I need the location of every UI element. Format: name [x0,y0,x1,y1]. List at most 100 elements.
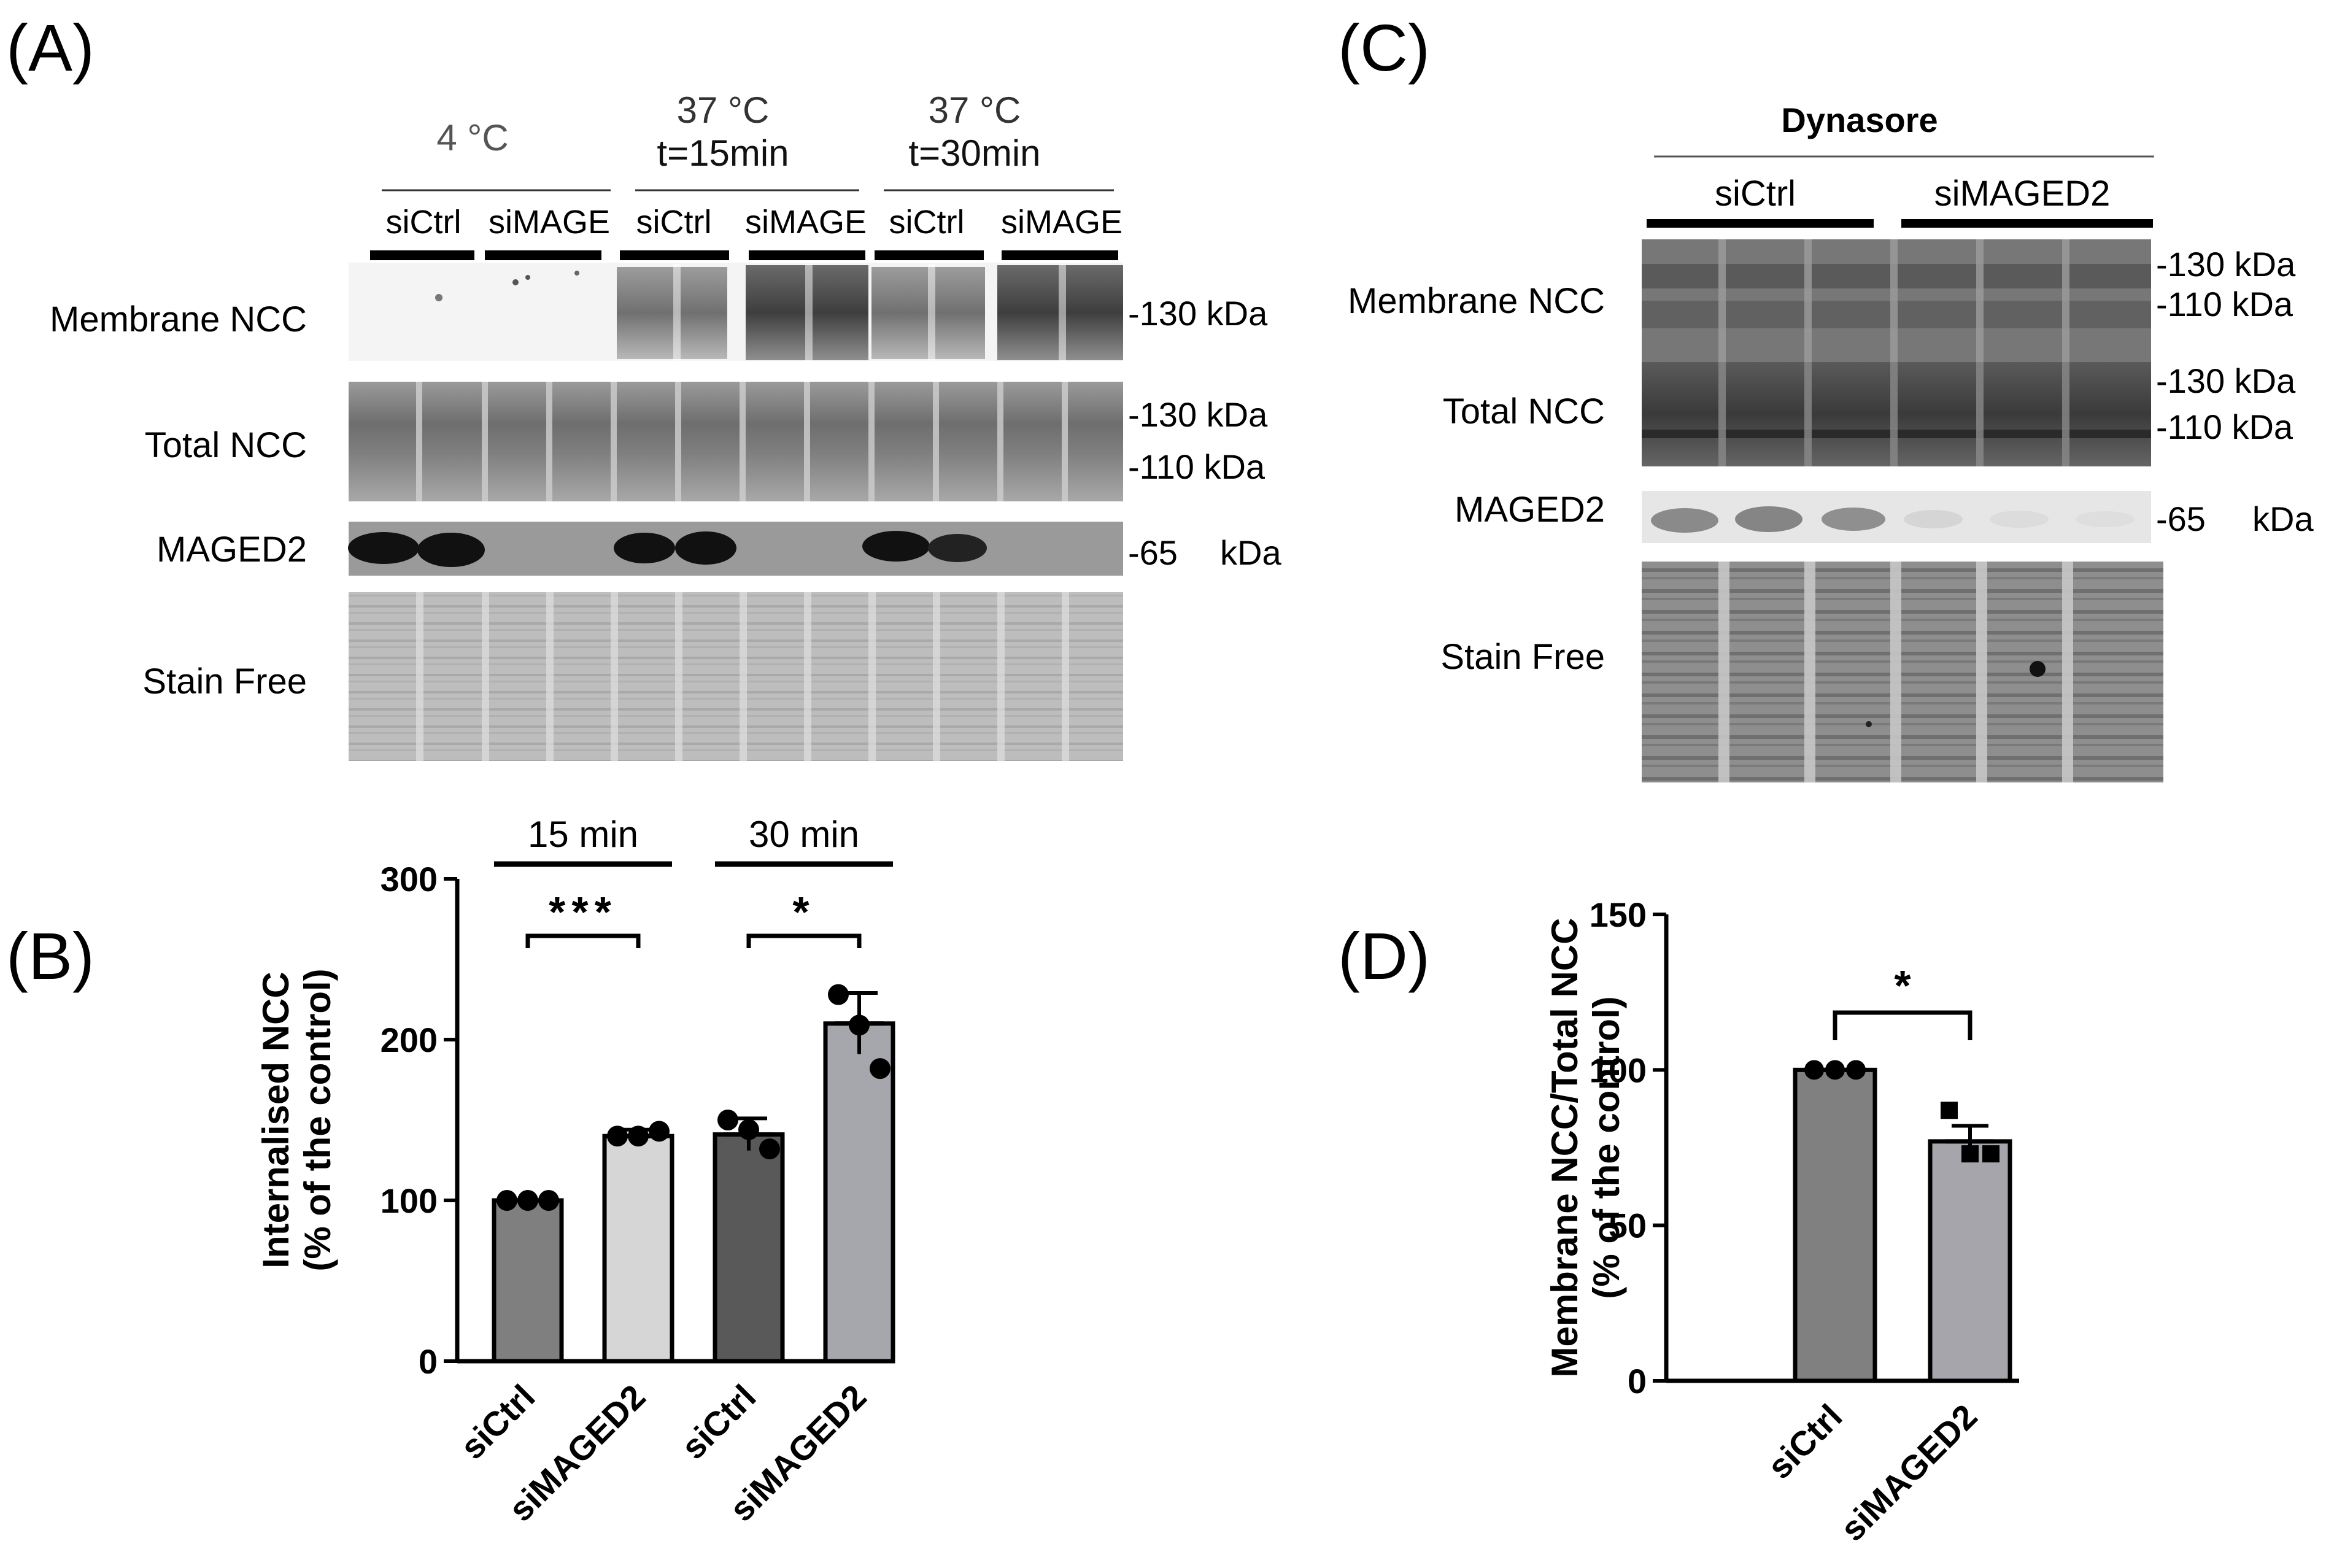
speck-c-2 [1866,721,1872,727]
blot-a-stainfree [349,592,1123,761]
lane-gaps-a-total [416,382,1068,501]
lane-label-a-1: siCtrl [386,204,462,241]
lane-label-c-2: siMAGED2 [1934,174,2111,214]
band-a-maged2-3 [614,533,675,563]
lane-label-a-3: siCtrl [636,204,712,241]
lane-bar-c-1 [1647,219,1874,228]
band-c-maged2-5 [1990,511,2049,528]
y-tick-label-b-3: 300 [381,860,438,898]
sig-label-b-2: * [792,888,815,936]
band-c-maged2-6 [2076,511,2135,527]
y-axis-label2-d: (% of the control) [1586,996,1627,1299]
lane-gaps-c-total [1718,362,2069,466]
data-point-d-1-3 [1846,1060,1866,1080]
marker-a-maged2-kda: kDa [1220,533,1281,572]
band-c-maged2-3 [1822,508,1885,531]
chart-d-points [1804,1060,2000,1163]
band-a-maged2-1 [348,532,419,564]
chart-d-bars [1793,1067,2012,1383]
group-label-b-2: 30 min [749,814,859,855]
data-point-d-2-1 [1941,1102,1958,1119]
speck-a-3 [525,275,530,280]
lane-label-c-1: siCtrl [1715,174,1796,214]
treatment-label: Dynasore [1781,101,1938,139]
chart-b-bars [492,991,895,1364]
lane-bar-c-2 [1901,219,2153,228]
marker-c-maged2-kda: kDa [2252,500,2314,538]
chart-b-annotations: 15 min *** 30 min * [494,814,893,948]
band-c-maged2-2 [1735,506,1802,532]
y-tick-label-d-2: 100 [1590,1051,1647,1089]
marker-c-total-130: -130 kDa [2156,361,2296,400]
lane-bar-a-2 [485,250,601,260]
marker-c-maged2-65: -65 [2156,500,2206,538]
blot-a-stainfree-bg [349,592,1123,761]
chart-b-points [496,984,891,1211]
blot-a-membrane-ncc [349,263,1123,361]
blot-c-stainfree [1642,562,2163,782]
chart-d-annotations: * [1833,962,1972,1040]
row-label-a-total: Total NCC [145,425,307,465]
bar-b-2 [602,1134,674,1364]
blot-c-total-ncc [1642,362,2151,466]
panel-c: (C) Dynasore siCtrl siMAGED2 Membrane NC… [1338,10,2314,782]
y-axis-label-d: Membrane NCC/Total NCC [1544,918,1585,1378]
blot-c-maged2 [1642,491,2151,543]
marker-c-total-110: -110 kDa [2156,407,2293,446]
panel-c-label: (C) [1338,10,1430,85]
lane-gap-a-mem-4 [1059,264,1066,361]
data-point-b-1-1 [496,1190,517,1211]
y-tick-label-b-0: 0 [419,1342,438,1381]
blot-a-total-ncc [349,382,1123,501]
speck-a-4 [574,271,579,276]
marker-a-mem-130: -130 kDa [1128,294,1268,333]
marker-a-total-130: -130 kDa [1128,395,1268,434]
panel-a-label: (A) [6,10,95,85]
lane-gap-a-mem-2 [805,264,813,361]
marker-a-maged2-65: -65 [1128,533,1178,572]
data-point-b-3-2 [738,1119,759,1140]
marker-a-total-110: -110 kDa [1128,447,1265,486]
panel-d-label: (D) [1338,919,1430,993]
panel-b-label: (B) [6,919,95,993]
data-point-b-2-3 [649,1121,670,1142]
lane-label-a-2: siMAGE [489,204,610,241]
y-axis-label-b: Internalised NCC [255,971,296,1268]
sig-bracket-d [1833,1010,1972,1040]
band-a-maged2-6 [928,534,987,562]
panel-b: (B) 0 100 200 300 Internalised NCC (% of the … [6,814,895,1529]
lane-gaps-c-membrane [1718,239,2069,377]
group-4c-temp: 4 °C [436,117,508,158]
bar-d-1 [1793,1067,1877,1383]
sig-label-b-1: *** [549,888,617,936]
lane-bar-a-5 [875,250,984,260]
band-c-maged2-4 [1904,510,1963,528]
data-point-d-1-1 [1804,1060,1824,1080]
y-tick-label-d-0: 0 [1628,1362,1647,1400]
row-label-c-stainfree: Stain Free [1440,637,1605,677]
blot-a-membrane-bg [349,263,1123,361]
lane-gap-a-mem-3 [928,264,935,361]
blot-c-maged2-bg [1642,491,2151,543]
chart-b-axes: 0 100 200 300 Internalised NCC (% of the cont… [255,860,888,1529]
blot-c-membrane-ncc [1642,239,2151,377]
lane-bar-a-4 [749,250,865,260]
row-label-c-maged2: MAGED2 [1455,490,1605,530]
row-label-c-total: Total NCC [1443,392,1605,431]
lane-gap-a-mem-1 [673,264,681,361]
data-point-b-1-3 [538,1190,559,1211]
data-point-d-2-3 [1982,1145,2000,1163]
bar-b-1 [492,1198,564,1364]
data-point-b-2-2 [628,1126,649,1147]
x-tick-label-b-1: siCtrl [453,1377,543,1467]
panel-a: (A) 4 °C 37 °C t=15min 37 °C t=30min siC… [6,10,1281,761]
data-point-b-4-2 [849,1014,870,1036]
group-label-b-1: 15 min [528,814,638,855]
data-point-b-4-1 [828,984,849,1005]
y-tick-label-b-2: 200 [381,1021,438,1059]
lane-label-a-4: siMAGE [745,204,867,241]
lane-bar-a-3 [620,250,729,260]
speck-a-2 [512,279,519,285]
y-tick-label-d-3: 150 [1590,895,1647,934]
